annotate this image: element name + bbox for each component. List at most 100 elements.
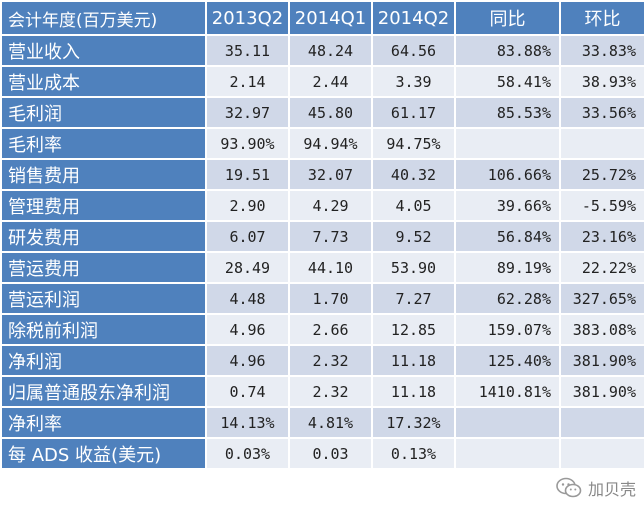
- table-row: 营业收入 35.11 48.24 64.56 83.88% 33.83%: [0, 34, 644, 67]
- value-2014q2: 11.18: [371, 375, 456, 408]
- row-label: 净利润: [0, 344, 207, 377]
- value-2014q1: 45.80: [288, 96, 373, 129]
- value-qoq: 33.83%: [559, 34, 644, 67]
- row-label: 毛利率: [0, 127, 207, 160]
- row-label: 净利率: [0, 406, 207, 439]
- value-qoq: 33.56%: [559, 96, 644, 129]
- value-qoq: [559, 127, 644, 160]
- value-2014q1: 2.32: [288, 375, 373, 408]
- table-row: 毛利润 32.97 45.80 61.17 85.53% 33.56%: [0, 96, 644, 129]
- value-yoy: 62.28%: [454, 282, 561, 315]
- value-2014q1: 44.10: [288, 251, 373, 284]
- value-qoq: [559, 437, 644, 470]
- value-qoq: 383.08%: [559, 313, 644, 346]
- value-2014q1: 4.29: [288, 189, 373, 222]
- value-2014q1: 2.66: [288, 313, 373, 346]
- header-cell-2014q2: 2014Q2: [371, 0, 456, 36]
- value-2013q2: 2.90: [205, 189, 290, 222]
- value-yoy: [454, 406, 561, 439]
- value-qoq: -5.59%: [559, 189, 644, 222]
- value-qoq: 327.65%: [559, 282, 644, 315]
- value-2013q2: 4.96: [205, 313, 290, 346]
- table-row: 营运费用 28.49 44.10 53.90 89.19% 22.22%: [0, 251, 644, 284]
- value-2014q1: 0.03: [288, 437, 373, 470]
- value-2013q2: 35.11: [205, 34, 290, 67]
- value-2013q2: 2.14: [205, 65, 290, 98]
- value-2014q1: 2.32: [288, 344, 373, 377]
- value-2013q2: 93.90%: [205, 127, 290, 160]
- value-2014q1: 48.24: [288, 34, 373, 67]
- value-qoq: 38.93%: [559, 65, 644, 98]
- value-2014q2: 9.52: [371, 220, 456, 253]
- value-yoy: 83.88%: [454, 34, 561, 67]
- row-label: 营运费用: [0, 251, 207, 284]
- value-yoy: 89.19%: [454, 251, 561, 284]
- value-yoy: [454, 437, 561, 470]
- financial-table: 会计年度(百万美元) 2013Q2 2014Q1 2014Q2 同比 环比 营业…: [0, 0, 644, 470]
- header-cell-2013q2: 2013Q2: [205, 0, 290, 36]
- header-row: 会计年度(百万美元) 2013Q2 2014Q1 2014Q2 同比 环比: [0, 0, 644, 36]
- value-2014q2: 64.56: [371, 34, 456, 67]
- table-row: 净利率 14.13% 4.81% 17.32%: [0, 406, 644, 439]
- value-yoy: 159.07%: [454, 313, 561, 346]
- value-qoq: 381.90%: [559, 344, 644, 377]
- table-row: 每 ADS 收益(美元) 0.03% 0.03 0.13%: [0, 437, 644, 470]
- watermark: 加贝壳: [556, 476, 636, 500]
- table-row: 销售费用 19.51 32.07 40.32 106.66% 25.72%: [0, 158, 644, 191]
- value-2014q2: 53.90: [371, 251, 456, 284]
- value-2013q2: 28.49: [205, 251, 290, 284]
- row-label: 每 ADS 收益(美元): [0, 437, 207, 470]
- value-2014q2: 4.05: [371, 189, 456, 222]
- value-2014q1: 32.07: [288, 158, 373, 191]
- value-qoq: 25.72%: [559, 158, 644, 191]
- value-yoy: 39.66%: [454, 189, 561, 222]
- value-2014q2: 40.32: [371, 158, 456, 191]
- table-row: 毛利率 93.90% 94.94% 94.75%: [0, 127, 644, 160]
- value-2014q2: 61.17: [371, 96, 456, 129]
- value-2014q2: 0.13%: [371, 437, 456, 470]
- value-2014q2: 7.27: [371, 282, 456, 315]
- value-2014q2: 12.85: [371, 313, 456, 346]
- table-row: 研发费用 6.07 7.73 9.52 56.84% 23.16%: [0, 220, 644, 253]
- header-cell-label: 会计年度(百万美元): [0, 0, 207, 36]
- row-label: 营业成本: [0, 65, 207, 98]
- value-2014q1: 94.94%: [288, 127, 373, 160]
- value-yoy: 106.66%: [454, 158, 561, 191]
- header-cell-yoy: 同比: [454, 0, 561, 36]
- wechat-icon: [556, 477, 582, 499]
- value-2014q1: 7.73: [288, 220, 373, 253]
- table-row: 管理费用 2.90 4.29 4.05 39.66% -5.59%: [0, 189, 644, 222]
- watermark-text: 加贝壳: [587, 480, 636, 499]
- value-qoq: [559, 406, 644, 439]
- value-2013q2: 4.96: [205, 344, 290, 377]
- value-2013q2: 14.13%: [205, 406, 290, 439]
- value-2013q2: 0.74: [205, 375, 290, 408]
- value-2013q2: 32.97: [205, 96, 290, 129]
- value-qoq: 381.90%: [559, 375, 644, 408]
- value-2014q1: 1.70: [288, 282, 373, 315]
- value-2013q2: 6.07: [205, 220, 290, 253]
- value-2013q2: 4.48: [205, 282, 290, 315]
- value-2014q2: 11.18: [371, 344, 456, 377]
- value-2014q1: 4.81%: [288, 406, 373, 439]
- row-label: 销售费用: [0, 158, 207, 191]
- table-row: 净利润 4.96 2.32 11.18 125.40% 381.90%: [0, 344, 644, 377]
- table-row: 营运利润 4.48 1.70 7.27 62.28% 327.65%: [0, 282, 644, 315]
- row-label: 管理费用: [0, 189, 207, 222]
- value-qoq: 23.16%: [559, 220, 644, 253]
- row-label: 毛利润: [0, 96, 207, 129]
- row-label: 研发费用: [0, 220, 207, 253]
- value-2013q2: 19.51: [205, 158, 290, 191]
- value-2014q2: 94.75%: [371, 127, 456, 160]
- value-2014q2: 3.39: [371, 65, 456, 98]
- value-yoy: [454, 127, 561, 160]
- row-label: 营业收入: [0, 34, 207, 67]
- header-cell-qoq: 环比: [559, 0, 644, 36]
- value-yoy: 125.40%: [454, 344, 561, 377]
- value-qoq: 22.22%: [559, 251, 644, 284]
- value-yoy: 58.41%: [454, 65, 561, 98]
- header-cell-2014q1: 2014Q1: [288, 0, 373, 36]
- value-2013q2: 0.03%: [205, 437, 290, 470]
- row-label: 除税前利润: [0, 313, 207, 346]
